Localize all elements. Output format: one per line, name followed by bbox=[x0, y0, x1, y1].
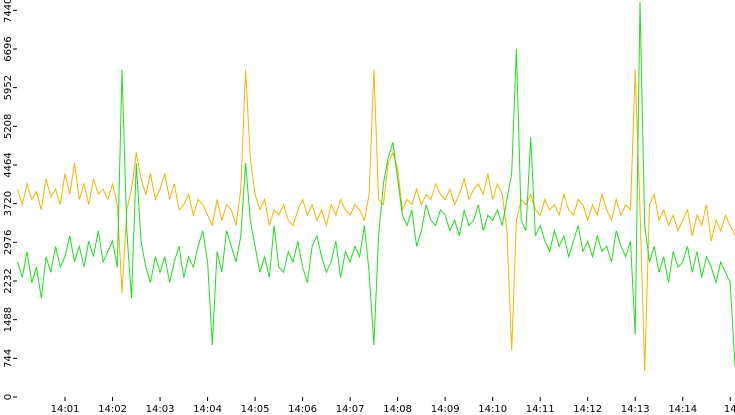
x-tick-label: 14:02 bbox=[98, 404, 127, 415]
y-tick-label: 2976 bbox=[3, 230, 14, 255]
x-tick-label: 14:08 bbox=[383, 404, 412, 415]
x-tick-label: 14:12 bbox=[573, 404, 602, 415]
x-tick-label: 14:13 bbox=[621, 404, 650, 415]
y-tick-label: 1488 bbox=[3, 307, 14, 332]
y-tick-label: 5208 bbox=[3, 114, 14, 139]
y-tick-label: 0 bbox=[3, 394, 14, 400]
series-line bbox=[17, 1, 735, 366]
x-tick-label: 14:01 bbox=[51, 404, 80, 415]
y-tick-label: 6696 bbox=[3, 36, 14, 61]
x-tick-label: 14:14 bbox=[668, 404, 697, 415]
y-tick-label: 744 bbox=[3, 349, 14, 368]
x-tick-label: 14:07 bbox=[336, 404, 365, 415]
series-line bbox=[17, 69, 735, 372]
x-tick-label: 14:04 bbox=[193, 404, 222, 415]
x-tick-label: 14:06 bbox=[288, 404, 317, 415]
y-tick-label: 5952 bbox=[3, 75, 14, 100]
y-tick-label: 2232 bbox=[3, 268, 14, 293]
x-tick-label: 14:05 bbox=[241, 404, 270, 415]
x-tick-label: 14:10 bbox=[478, 404, 507, 415]
x-tick-label: 14:03 bbox=[146, 404, 175, 415]
x-tick-label: 14:11 bbox=[526, 404, 555, 415]
y-tick-label: 3720 bbox=[3, 191, 14, 216]
x-tick-label: 14:09 bbox=[431, 404, 460, 415]
x-tick-label: 14 bbox=[724, 404, 735, 415]
y-tick-label: 4464 bbox=[3, 152, 14, 177]
y-tick-label: 7440 bbox=[3, 0, 14, 23]
